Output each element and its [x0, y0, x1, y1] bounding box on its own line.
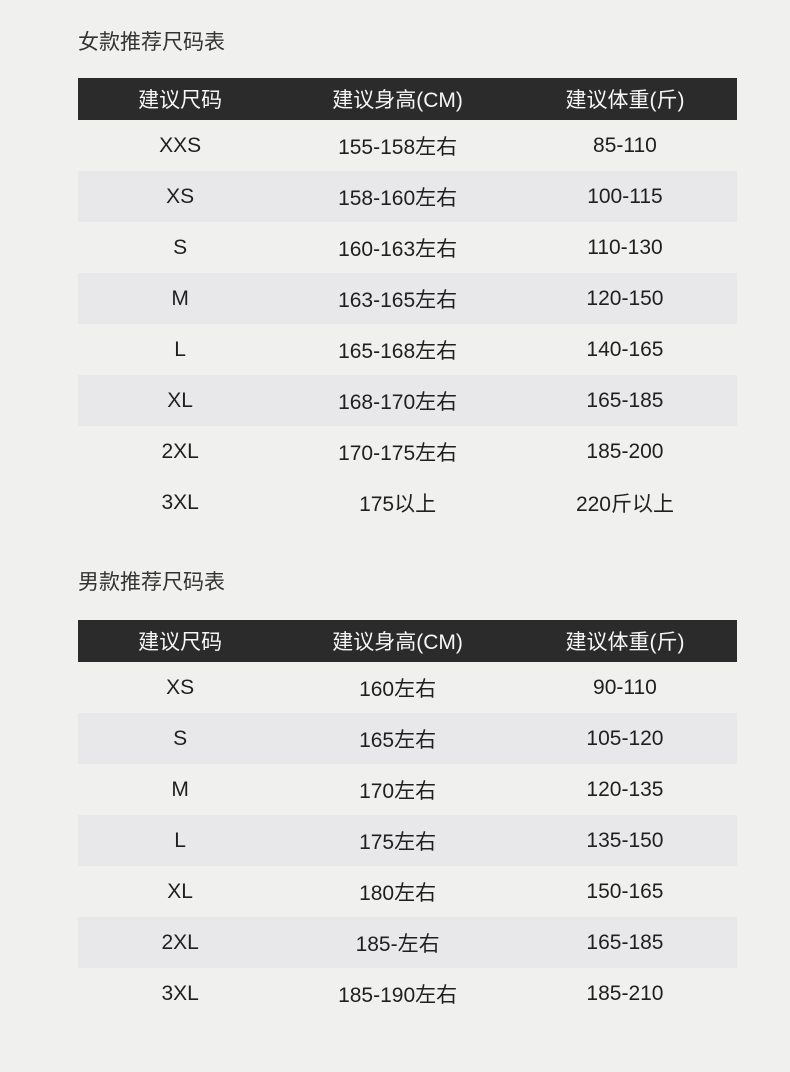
table-row: L 165-168左右 140-165 [78, 324, 737, 375]
table-row: 2XL 170-175左右 185-200 [78, 426, 737, 477]
table-cell: 180左右 [359, 881, 437, 905]
table-cell: 170-175左右 [338, 441, 458, 465]
table-row: 3XL 175以上 220斤以上 [78, 477, 737, 528]
table-cell: XL [167, 879, 193, 903]
table-cell: XS [166, 184, 195, 208]
table-cell: 165-185 [586, 930, 664, 954]
table-row: M 163-165左右 120-150 [78, 273, 737, 324]
table-cell: 150-165 [586, 879, 664, 903]
table-cell: 135-150 [586, 828, 664, 852]
table-cell: 90-110 [593, 675, 657, 699]
table-cell: 165-168左右 [338, 339, 458, 363]
table-header-row: 建议尺码 建议身高(CM) 建议体重(斤) [78, 620, 737, 662]
table-row: S 160-163左右 110-130 [78, 222, 737, 273]
table-row: XS 160左右 90-110 [78, 662, 737, 713]
header-cell-height: 建议身高(CM) [282, 78, 513, 120]
table-cell: XL [167, 388, 193, 412]
table-row: 3XL 185-190左右 185-210 [78, 968, 737, 1019]
table-cell: S [173, 235, 188, 259]
table-cell: 163-165左右 [338, 288, 458, 312]
table-row: XS 158-160左右 100-115 [78, 171, 737, 222]
size-chart-page: 女款推荐尺码表 建议尺码 建议身高(CM) 建议体重(斤) XXS 155-158… [78, 28, 737, 1019]
table-cell: 160-163左右 [338, 237, 458, 261]
table-cell: S [173, 726, 188, 750]
table-row: S 165左右 105-120 [78, 713, 737, 764]
table-cell: 3XL [161, 490, 199, 514]
table-cell: 185-左右 [355, 932, 440, 956]
table-cell: L [174, 337, 186, 361]
table-header-row: 建议尺码 建议身高(CM) 建议体重(斤) [78, 78, 737, 120]
table-row: XL 180左右 150-165 [78, 866, 737, 917]
table-cell: M [171, 777, 189, 801]
table-cell: L [174, 828, 186, 852]
table-cell: 120-150 [586, 286, 664, 310]
men-size-section: 男款推荐尺码表 建议尺码 建议身高(CM) 建议体重(斤) XS 160左右 90-… [78, 568, 737, 1019]
header-cell-weight: 建议体重(斤) [512, 78, 737, 120]
table-cell: 2XL [161, 439, 199, 463]
table-cell: 185-200 [586, 439, 664, 463]
table-cell: 85-110 [593, 133, 657, 157]
table-cell: XS [166, 675, 195, 699]
table-cell: 155-158左右 [338, 135, 458, 159]
table-row: XL 168-170左右 165-185 [78, 375, 737, 426]
women-table-title: 女款推荐尺码表 [78, 31, 225, 54]
header-cell-weight: 建议体重(斤) [512, 620, 737, 662]
table-row: M 170左右 120-135 [78, 764, 737, 815]
table-cell: 175左右 [359, 830, 437, 854]
table-cell: 140-165 [586, 337, 664, 361]
table-cell: 110-130 [587, 235, 663, 259]
table-row: L 175左右 135-150 [78, 815, 737, 866]
table-cell: 220斤以上 [575, 492, 674, 516]
table-cell: 175以上 [359, 492, 437, 516]
table-cell: 158-160左右 [338, 186, 458, 210]
table-cell: 160左右 [359, 677, 437, 701]
header-cell-size: 建议尺码 [78, 78, 283, 120]
table-cell: XXS [159, 133, 202, 157]
table-cell: 120-135 [586, 777, 664, 801]
table-cell: 2XL [161, 930, 199, 954]
men-size-table: 建议尺码 建议身高(CM) 建议体重(斤) XS 160左右 90-110 S 165左… [78, 620, 737, 1019]
table-cell: 168-170左右 [338, 390, 458, 414]
women-size-table: 建议尺码 建议身高(CM) 建议体重(斤) XXS 155-158左右 85-110… [78, 78, 737, 528]
women-size-section: 女款推荐尺码表 建议尺码 建议身高(CM) 建议体重(斤) XXS 155-158… [78, 28, 737, 528]
table-cell: 185-210 [586, 981, 664, 1005]
header-cell-size: 建议尺码 [78, 620, 283, 662]
men-table-title: 男款推荐尺码表 [78, 571, 225, 594]
table-cell: 105-120 [586, 726, 664, 750]
table-row: XXS 155-158左右 85-110 [78, 120, 737, 171]
table-cell: 170左右 [359, 779, 437, 803]
table-cell: 3XL [161, 981, 199, 1005]
table-cell: 165左右 [359, 728, 437, 752]
table-row: 2XL 185-左右 165-185 [78, 917, 737, 968]
table-cell: M [171, 286, 189, 310]
table-cell: 185-190左右 [338, 983, 458, 1007]
header-cell-height: 建议身高(CM) [282, 620, 513, 662]
table-cell: 100-115 [587, 184, 663, 208]
table-cell: 165-185 [586, 388, 664, 412]
